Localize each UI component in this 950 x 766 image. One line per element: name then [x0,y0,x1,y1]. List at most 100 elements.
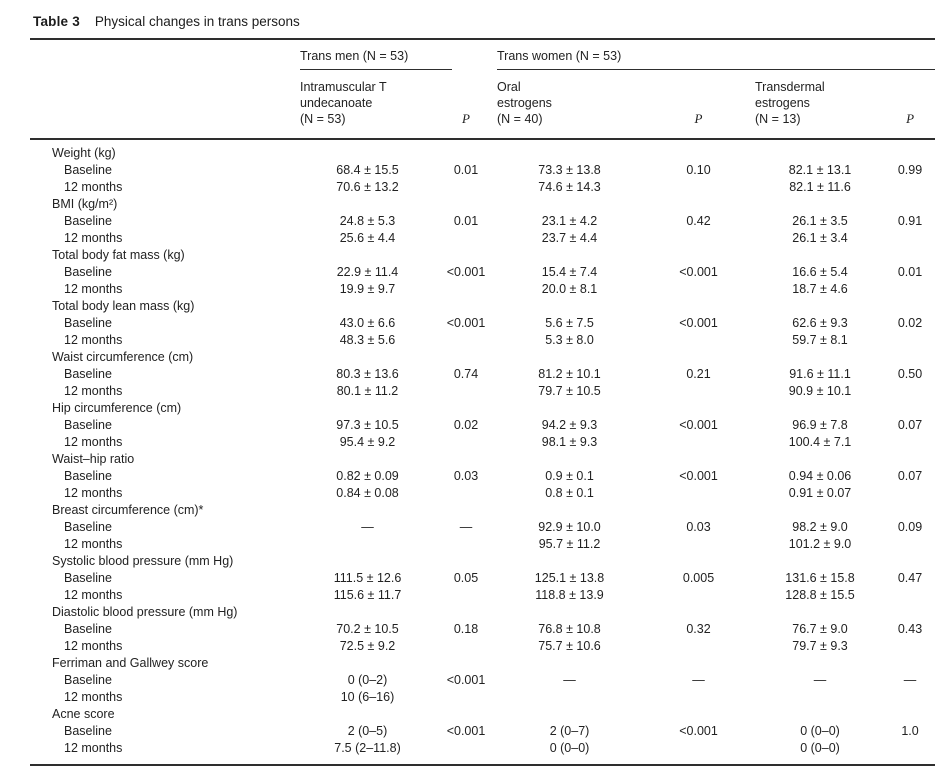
value-cell: 73.3 ± 13.8 [538,163,601,177]
value-cell: 94.2 ± 9.3 [541,418,598,432]
table-row: 12 months 95.7 ± 11.2 101.2 ± 9.0 [30,536,935,553]
p-value-cell [435,434,497,451]
p-value-cell [435,383,497,400]
value-cell: 96.9 ± 7.8 [792,418,848,432]
value-cell: 26.1 ± 3.5 [792,214,848,228]
value-cell: 98.2 ± 9.0 [792,520,848,534]
table-row: 12 months 95.4 ± 9.2 98.1 ± 9.3 100.4 ± 7.1 [30,434,935,451]
p-value-cell [885,179,935,196]
value-cell: 82.1 ± 13.1 [788,163,852,177]
value-cell [300,536,435,553]
column-header-p-transdermal: P [906,111,915,126]
row-label: Baseline [64,469,112,483]
table-header: Trans men (N = 53) Trans women (N = 53) … [30,39,936,139]
p-value-cell [435,689,497,706]
value-cell: 59.7 ± 8.1 [792,333,848,347]
value-cell: 48.3 ± 5.6 [339,333,396,347]
value-cell: 15.4 ± 7.4 [541,265,598,279]
p-value-cell: <0.001 [446,673,486,687]
value-cell: 70.6 ± 13.2 [336,180,399,194]
table-row: Baseline 22.9 ± 11.4 <0.001 15.4 ± 7.4 <0.00… [30,264,935,281]
p-value-cell [642,638,755,655]
row-label: Baseline [64,418,112,432]
section-row-bmi: BMI (kg/m²) [30,196,935,213]
value-cell: 74.6 ± 14.3 [538,180,601,194]
p-value-cell: <0.001 [446,265,486,279]
value-cell: 19.9 ± 9.7 [339,282,396,296]
section-label: Hip circumference (cm) [52,401,182,415]
row-label: 12 months [64,282,123,296]
value-cell: 0.9 ± 0.1 [545,469,594,483]
p-value-cell [435,638,497,655]
table-row: Baseline 0 (0–2) <0.001 — — — — [30,672,935,689]
column-header-transdermal-estrogens: Transdermal estrogens (N = 13) [755,80,825,126]
value-cell: 97.3 ± 10.5 [336,418,399,432]
section-label: Acne score [52,707,115,721]
p-value-cell [885,740,935,765]
p-value-cell: 0.74 [453,367,479,381]
section-row-systolic-bp: Systolic blood pressure (mm Hg) [30,553,935,570]
p-value-cell: <0.001 [679,316,718,330]
table-row: 12 months 19.9 ± 9.7 20.0 ± 8.1 18.7 ± 4.6 [30,281,935,298]
p-value-cell: 0.50 [897,367,923,381]
section-label: Weight (kg) [52,146,116,160]
p-value-cell: 0.05 [453,571,479,585]
table-title: Table 3 Physical changes in trans persons [33,14,935,29]
p-value-cell [435,536,497,553]
section-label: Waist circumference (cm) [52,350,194,364]
value-cell: 82.1 ± 11.6 [789,180,851,194]
column-header-p-trans-men: P [462,111,470,126]
group-header-trans-women: Trans women (N = 53) [497,49,936,70]
row-label: 12 months [64,639,123,653]
p-value-cell: 0.07 [897,418,923,432]
row-label: Baseline [64,265,112,279]
value-cell: 128.8 ± 15.5 [785,588,855,602]
p-value-cell [435,230,497,247]
physical-changes-table: Trans men (N = 53) Trans women (N = 53) … [30,38,936,766]
p-value-cell: 0.43 [897,622,923,636]
p-value-cell: 0.005 [682,571,715,585]
value-cell: 80.3 ± 13.6 [336,367,399,381]
p-value-cell: 0.42 [686,214,711,228]
p-value-cell [642,536,755,553]
row-label: Baseline [64,622,112,636]
value-cell: 0 (0–0) [800,741,840,755]
value-cell: 0.82 ± 0.09 [336,469,399,483]
p-value-cell: 0.02 [453,418,479,432]
value-cell: 5.3 ± 8.0 [545,333,594,347]
table-row: Baseline 80.3 ± 13.6 0.74 81.2 ± 10.1 0.21 91… [30,366,935,383]
p-value-cell [642,383,755,400]
table-row: 12 months 72.5 ± 9.2 75.7 ± 10.6 79.7 ± 9.3 [30,638,935,655]
table-row: Baseline 70.2 ± 10.5 0.18 76.8 ± 10.8 0.32 76… [30,621,935,638]
value-cell: 115.6 ± 11.7 [333,588,402,602]
p-value-cell [435,587,497,604]
section-row-waist: Waist circumference (cm) [30,349,935,366]
table-row: Baseline 43.0 ± 6.6 <0.001 5.6 ± 7.5 <0.001 6… [30,315,935,332]
section-label: Total body lean mass (kg) [52,299,195,313]
p-value-cell [642,740,755,765]
value-cell: 75.7 ± 10.6 [538,639,601,653]
value-cell: 101.2 ± 9.0 [788,537,852,551]
row-label: Baseline [64,724,112,738]
p-value-cell: 0.99 [897,163,923,177]
p-value-cell: 0.07 [897,469,923,483]
value-cell: 5.6 ± 7.5 [545,316,594,330]
p-value-cell [885,689,935,706]
row-label: Baseline [64,673,112,687]
table-row: 12 months 0.84 ± 0.08 0.8 ± 0.1 0.91 ± 0.07 [30,485,935,502]
row-label: 12 months [64,180,123,194]
table-row: Baseline 24.8 ± 5.3 0.01 23.1 ± 4.2 0.42 26.1… [30,213,935,230]
p-value-cell [642,230,755,247]
value-cell: 26.1 ± 3.4 [792,231,848,245]
p-value-cell [885,638,935,655]
row-label: 12 months [64,435,123,449]
p-value-cell: 0.01 [897,265,923,279]
row-label: 12 months [64,384,123,398]
p-value-cell [885,536,935,553]
p-value-cell [642,434,755,451]
table-row: 12 months 80.1 ± 11.2 79.7 ± 10.5 90.9 ± 10… [30,383,935,400]
section-row-ferriman-gallwey: Ferriman and Gallwey score [30,655,935,672]
value-cell: 118.8 ± 13.9 [535,588,604,602]
value-cell: 79.7 ± 10.5 [538,384,601,398]
